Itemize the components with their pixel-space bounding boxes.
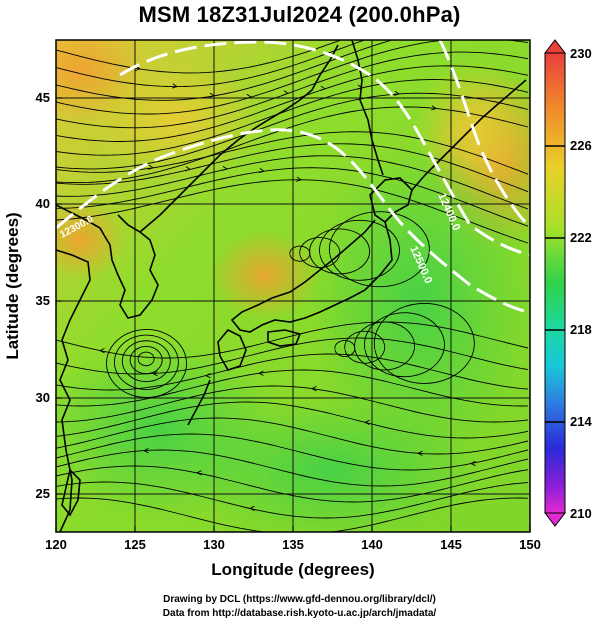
streamline bbox=[56, 106, 529, 184]
streamline bbox=[56, 337, 529, 375]
colorbar-label: 230 bbox=[570, 46, 592, 61]
wind-arrowhead bbox=[98, 347, 105, 354]
y-tick-label: 25 bbox=[36, 486, 50, 501]
vortex-ring bbox=[106, 329, 187, 398]
vortex-ring bbox=[113, 334, 179, 390]
streamline bbox=[56, 353, 529, 391]
wind-arrowhead bbox=[283, 90, 290, 96]
wind-arrowhead bbox=[148, 164, 155, 170]
streamline bbox=[56, 481, 529, 519]
streamline bbox=[56, 465, 529, 503]
wind-arrowhead bbox=[246, 93, 253, 100]
colorbar bbox=[543, 39, 567, 527]
streamline bbox=[56, 92, 529, 170]
colorbar-label: 222 bbox=[570, 230, 592, 245]
streamline bbox=[56, 155, 529, 210]
contour-12400 bbox=[119, 40, 530, 257]
wind-arrowhead bbox=[172, 83, 179, 89]
colorbar-label: 214 bbox=[570, 414, 592, 429]
streamline bbox=[56, 65, 529, 142]
colorbar-label: 210 bbox=[570, 506, 592, 521]
y-tick-label: 30 bbox=[36, 390, 50, 405]
x-tick-label: 135 bbox=[282, 537, 304, 552]
vortex-ring bbox=[309, 228, 371, 275]
colorbar-top-arrow bbox=[543, 39, 567, 54]
streamline bbox=[56, 497, 529, 532]
wind-arrowhead bbox=[257, 370, 264, 376]
wind-arrowhead bbox=[142, 447, 149, 454]
x-tick-label: 140 bbox=[361, 537, 383, 552]
streamline bbox=[56, 321, 529, 359]
vortex-ring bbox=[364, 312, 445, 378]
vortex-ring bbox=[121, 340, 171, 383]
streamline bbox=[56, 40, 394, 101]
colorbar-label: 218 bbox=[570, 322, 592, 337]
vortex-ring bbox=[373, 302, 475, 384]
wind-arrowhead bbox=[363, 419, 370, 426]
vortex-ring bbox=[129, 346, 163, 375]
wind-arrowhead bbox=[222, 165, 229, 171]
vortex-ring bbox=[328, 211, 430, 288]
x-axis-label: Longitude (degrees) bbox=[211, 560, 374, 579]
x-tick-label: 125 bbox=[124, 537, 146, 552]
streamline bbox=[56, 401, 529, 439]
streamline bbox=[56, 143, 529, 193]
wind-arrowhead bbox=[394, 90, 401, 96]
y-axis-label: Latitude (degrees) bbox=[3, 212, 22, 359]
x-tick-label: 150 bbox=[519, 537, 541, 552]
x-tick-label: 130 bbox=[203, 537, 225, 552]
height-contours bbox=[56, 40, 530, 314]
y-axis bbox=[56, 97, 62, 495]
vortex-ring bbox=[344, 330, 386, 364]
vortex-ring bbox=[137, 351, 155, 367]
wind-arrowhead bbox=[248, 505, 255, 512]
streamline bbox=[56, 51, 529, 129]
wind-arrowhead bbox=[195, 470, 202, 476]
y-tick-label: 35 bbox=[36, 293, 50, 308]
wind-arrowhead bbox=[310, 385, 317, 392]
credit-dcl: Drawing by DCL (https://www.gfd-dennou.o… bbox=[163, 594, 436, 605]
vortex-ring bbox=[354, 321, 416, 371]
wind-arrowhead bbox=[296, 176, 303, 182]
wind-arrowhead bbox=[469, 460, 476, 467]
colorbar-scale bbox=[544, 52, 566, 514]
wind-arrowhead bbox=[416, 450, 423, 456]
contour-12300 bbox=[56, 128, 530, 314]
streamline bbox=[56, 167, 529, 227]
vortex-ring bbox=[299, 237, 341, 268]
wind-arrowhead bbox=[259, 168, 266, 174]
contour-12500 bbox=[438, 40, 530, 228]
coastlines bbox=[56, 40, 527, 532]
streamline bbox=[56, 40, 529, 115]
streamline bbox=[56, 385, 529, 423]
wind-arrowhead bbox=[320, 85, 327, 91]
y-tick-label: 45 bbox=[36, 90, 50, 105]
wind-arrowhead bbox=[204, 372, 211, 379]
streamline bbox=[56, 369, 529, 407]
map-title: MSM 18Z31Jul2024 (200.0hPa) bbox=[138, 2, 461, 27]
colorbar-label: 226 bbox=[570, 138, 592, 153]
wind-streamlines bbox=[56, 40, 529, 532]
streamline bbox=[56, 449, 529, 487]
streamline bbox=[56, 79, 529, 156]
y-tick-label: 40 bbox=[36, 196, 50, 211]
wind-arrowhead bbox=[151, 370, 158, 377]
x-tick-label: 145 bbox=[440, 537, 462, 552]
wind-arrowhead bbox=[209, 92, 216, 98]
streamline bbox=[56, 417, 529, 455]
wind-arrowhead bbox=[185, 166, 192, 172]
streamline bbox=[56, 179, 529, 244]
vortex-ring bbox=[319, 219, 400, 281]
credit-data-source: Data from http://database.rish.kyoto-u.a… bbox=[162, 608, 437, 619]
x-tick-label: 120 bbox=[45, 537, 67, 552]
colorbar-bottom-arrow bbox=[543, 512, 567, 527]
streamline bbox=[56, 40, 366, 88]
x-axis bbox=[55, 526, 531, 532]
streamline bbox=[56, 433, 529, 471]
wind-arrowhead bbox=[431, 105, 438, 111]
